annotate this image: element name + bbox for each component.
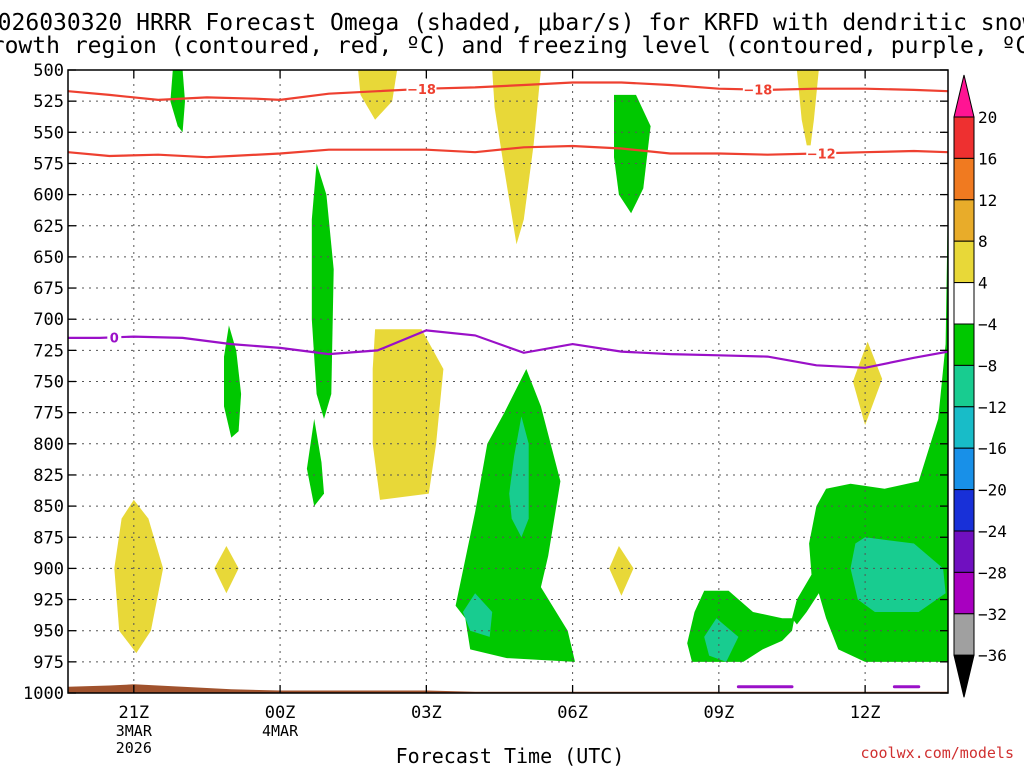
y-tick-label-625: 625 (33, 217, 64, 237)
isotherm-label--12-0: −12 (807, 147, 836, 162)
colorbar-segment-9 (953, 447, 975, 491)
y-tick-label-650: 650 (33, 248, 64, 268)
y-tick-label-675: 675 (33, 279, 64, 299)
y-tick-label-1000: 1000 (23, 684, 64, 704)
colorbar-label-12: −32 (978, 605, 1007, 624)
y-axis: 500 525 550 575 600 625 650 675 700 725 750 775 800 8… (23, 61, 948, 704)
y-tick-label-850: 850 (33, 497, 64, 517)
colorbar-segment-12 (953, 571, 975, 615)
y-tick-label-600: 600 (33, 186, 64, 206)
omega-region-12 (852, 341, 883, 426)
isotherm-label-bg-0-0 (107, 329, 122, 346)
isotherm-line--18 (68, 81, 948, 102)
isotherm-label--18-0: −18 (407, 83, 436, 98)
y-tick-label-500: 500 (33, 61, 64, 81)
x-tick-label-00Z: 00Z (265, 703, 296, 723)
colorbar-bottom-extension (953, 654, 975, 698)
x-tick-label-03Z: 03Z (411, 703, 442, 723)
y-tick-label-800: 800 (33, 435, 64, 455)
colorbar-label-6: −8 (978, 356, 997, 375)
ground-surface (68, 684, 948, 693)
watermark: coolwx.com/models (860, 744, 1014, 762)
y-tick-label-700: 700 (33, 310, 64, 330)
x-tick-label-12Z: 12Z (850, 703, 881, 723)
colorbar-segment-3 (953, 199, 975, 242)
chart-title-line1: 2026030320 HRRR Forecast Omega (shaded, … (0, 10, 1024, 36)
colorbar-label-10: −24 (978, 522, 1007, 541)
x-tick-label-06Z: 06Z (557, 703, 588, 723)
isotherm-line-0 (68, 329, 948, 369)
omega-region-9 (114, 499, 164, 654)
colorbar: 20 16 12 8 4 −4 −8 −12 −16 −20 −24 −28 −32 −36 (953, 74, 1007, 698)
isotherm-label-bg--12-0 (806, 145, 837, 162)
colorbar-top-extension (953, 74, 975, 118)
omega-region-4 (614, 94, 651, 214)
colorbar-label-5: −4 (978, 315, 997, 334)
omega-region-2 (492, 70, 541, 245)
omega-region-0 (170, 70, 185, 133)
colorbar-label-0: 20 (978, 108, 997, 127)
colorbar-segment-4 (953, 240, 975, 284)
x-date-label-21Z: 3MAR (116, 722, 153, 740)
y-tick-label-950: 950 (33, 622, 64, 642)
colorbar-label-8: −16 (978, 439, 1007, 458)
y-tick-label-575: 575 (33, 154, 64, 174)
isotherm-label-bg--18-1 (742, 81, 773, 98)
y-tick-label-825: 825 (33, 466, 64, 486)
x-tick-label-09Z: 09Z (703, 703, 734, 723)
y-tick-label-900: 900 (33, 559, 64, 579)
isotherm-label-0-0: 0 (110, 331, 119, 346)
colorbar-label-11: −28 (978, 563, 1007, 582)
colorbar-label-3: 8 (978, 232, 988, 251)
omega-region-1 (358, 70, 398, 120)
colorbar-segment-13 (953, 613, 975, 656)
omega-region-10 (214, 546, 239, 594)
omega-region-11 (609, 546, 634, 596)
colorbar-label-13: −36 (978, 646, 1007, 665)
y-tick-label-875: 875 (33, 528, 64, 548)
colorbar-segment-6 (953, 323, 975, 366)
omega-region-14 (509, 416, 529, 538)
colorbar-label-7: −12 (978, 398, 1007, 417)
colorbar-segment-2 (953, 157, 975, 201)
colorbar-segment-8 (953, 406, 975, 449)
colorbar-segment-10 (953, 489, 975, 532)
x-date-label-00Z: 4MAR (262, 722, 299, 740)
y-tick-label-750: 750 (33, 373, 64, 393)
omega-region-15 (462, 593, 493, 637)
omega-region-6 (224, 325, 242, 438)
gridlines (68, 70, 948, 693)
colorbar-segment-11 (953, 530, 975, 573)
colorbar-segment-5 (953, 282, 975, 325)
y-tick-label-775: 775 (33, 404, 64, 424)
y-tick-label-925: 925 (33, 591, 64, 611)
isotherm-lines: −18 −18 −12 0 (68, 80, 948, 369)
colorbar-label-9: −20 (978, 481, 1007, 500)
colorbar-segment-7 (953, 364, 975, 408)
plot-area: −18 −18 −12 0 500 525 550 575 600 625 650 675 700 725… (23, 61, 949, 757)
omega-region-19 (850, 537, 946, 612)
y-tick-label-725: 725 (33, 341, 64, 361)
isotherm-label--18-1: −18 (743, 84, 772, 99)
colorbar-label-2: 12 (978, 191, 997, 210)
omega-region-17 (704, 618, 739, 662)
y-tick-label-975: 975 (33, 653, 64, 673)
x-tick-label-21Z: 21Z (118, 703, 149, 723)
x-year-label-21Z: 2026 (116, 739, 152, 757)
colorbar-segment-1 (953, 116, 975, 159)
omega-region-3 (796, 70, 819, 158)
y-tick-label-550: 550 (33, 123, 64, 143)
colorbar-label-1: 16 (978, 149, 997, 168)
isotherm-label-bg--18-0 (406, 80, 437, 97)
y-tick-label-525: 525 (33, 92, 64, 112)
omega-region-7 (306, 418, 324, 507)
chart-title-line2: growth region (contoured, red, ºC) and f… (0, 33, 1024, 59)
x-axis-title: Forecast Time (UTC) (396, 744, 625, 768)
omega-region-8 (372, 329, 444, 500)
colorbar-label-4: 4 (978, 274, 988, 293)
